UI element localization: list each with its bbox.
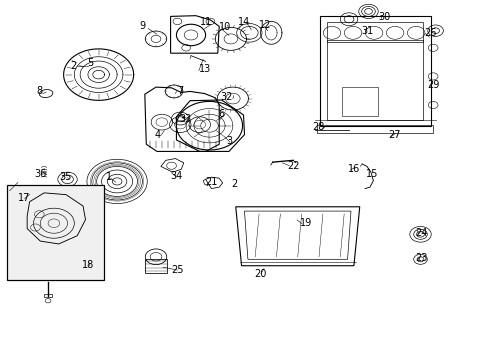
Text: 20: 20: [253, 269, 265, 279]
Text: 7: 7: [177, 86, 183, 96]
Text: 36: 36: [34, 168, 46, 179]
Bar: [326, 40, 423, 120]
Text: 17: 17: [18, 193, 30, 203]
Text: 30: 30: [378, 12, 390, 22]
Text: 9: 9: [139, 21, 145, 31]
Text: 2: 2: [70, 61, 76, 71]
Bar: [326, 22, 423, 42]
Text: 27: 27: [387, 130, 400, 140]
Text: 33: 33: [179, 114, 191, 124]
Text: 21: 21: [205, 177, 217, 187]
Text: 23: 23: [414, 253, 427, 263]
Text: 10: 10: [219, 22, 231, 32]
Text: 25: 25: [171, 265, 183, 275]
Text: 14: 14: [238, 17, 250, 27]
Bar: [145, 258, 166, 273]
Text: 31: 31: [360, 26, 372, 36]
Text: 8: 8: [36, 86, 42, 96]
Text: 19: 19: [299, 218, 311, 228]
Bar: [341, 87, 377, 116]
Text: 5: 5: [86, 58, 93, 68]
Text: 12: 12: [258, 19, 270, 30]
Text: 11: 11: [199, 17, 211, 27]
Text: 28: 28: [311, 122, 324, 132]
Bar: [319, 16, 430, 126]
Text: 32: 32: [220, 92, 232, 102]
Bar: [317, 125, 432, 133]
Text: 34: 34: [170, 171, 182, 181]
Text: 2: 2: [231, 179, 238, 189]
Text: 13: 13: [198, 64, 210, 74]
Text: 29: 29: [426, 80, 438, 90]
Bar: [44, 294, 52, 297]
Text: 6: 6: [218, 109, 224, 118]
Text: 4: 4: [155, 130, 161, 140]
Text: 15: 15: [365, 169, 377, 179]
Text: 26: 26: [423, 28, 435, 38]
Text: 18: 18: [81, 260, 94, 270]
Text: 22: 22: [286, 161, 299, 171]
Text: 3: 3: [225, 136, 231, 147]
Bar: [7, 185, 104, 280]
Text: 35: 35: [59, 172, 72, 182]
Text: 24: 24: [414, 228, 427, 238]
Text: 16: 16: [347, 164, 360, 174]
Text: 1: 1: [106, 172, 112, 182]
